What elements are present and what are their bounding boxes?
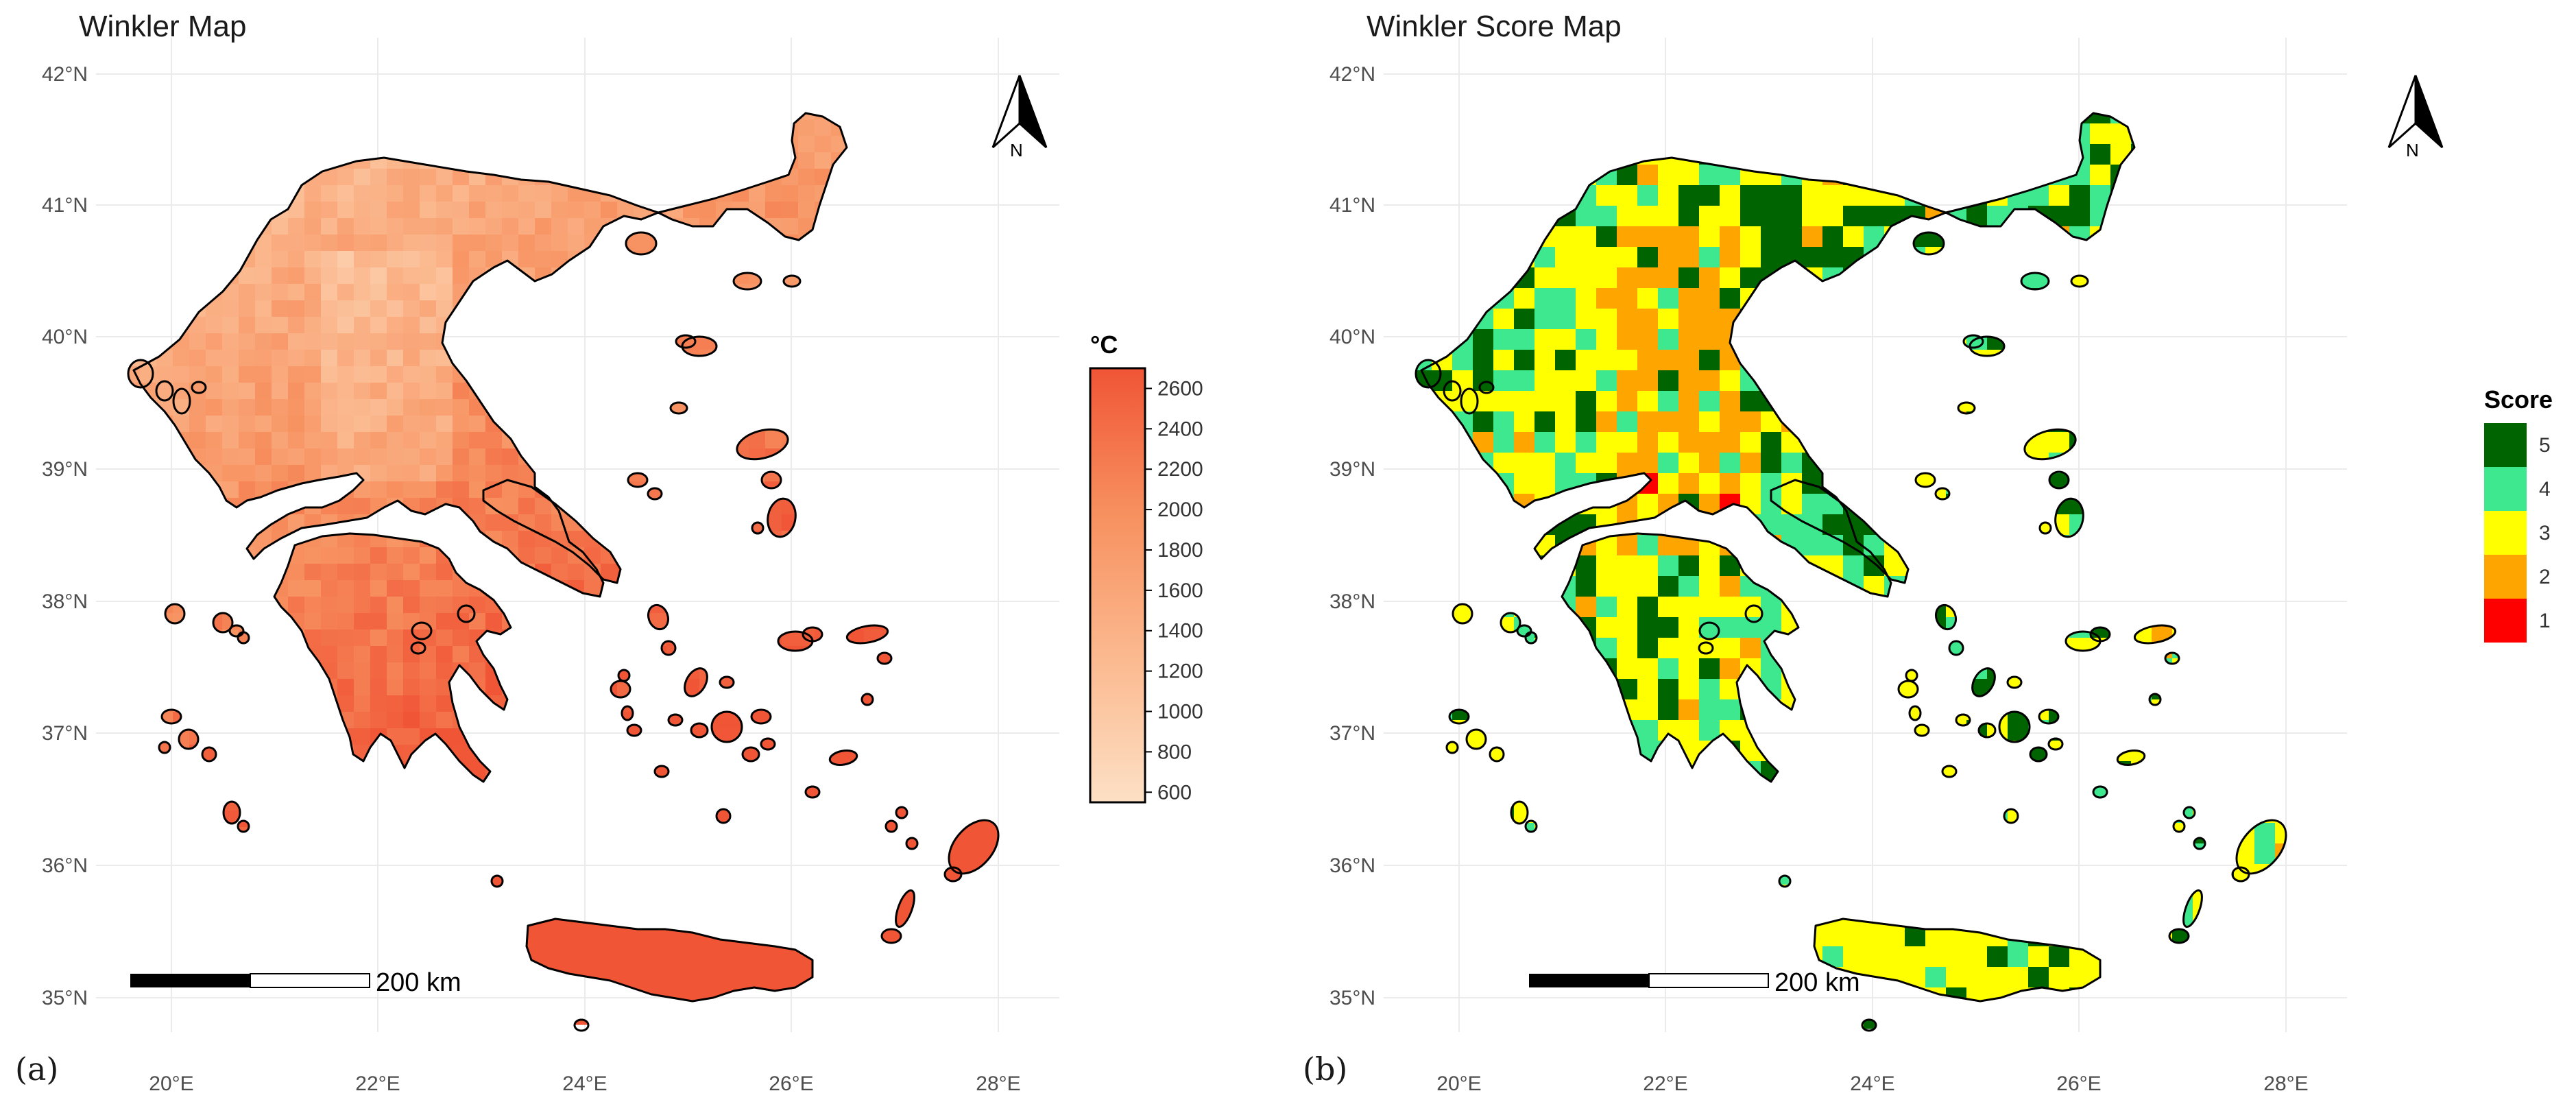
- latitude-label: 35°N: [42, 987, 88, 1009]
- latitude-label: 41°N: [42, 194, 88, 217]
- longitude-label: 24°E: [1850, 1072, 1894, 1095]
- latitude-label: 40°N: [42, 326, 88, 348]
- legend-item-label: 3: [2539, 522, 2551, 544]
- legend: Score 5 4 3 2 1: [2484, 385, 2553, 643]
- longitude-label: 22°E: [1643, 1072, 1687, 1095]
- scale-bar-white-segment: [250, 974, 370, 987]
- panel-title: Winkler Map: [79, 10, 247, 44]
- latitude-label: 37°N: [42, 722, 88, 745]
- colorbar: [1090, 368, 1145, 802]
- colorbar-tick-label: 1600: [1157, 579, 1203, 602]
- legend-title: Score: [2484, 385, 2553, 413]
- greece-landmass: [1411, 103, 2317, 1031]
- scale-bar-white-segment: [1649, 974, 1768, 987]
- colorbar-tick-label: 800: [1157, 741, 1192, 763]
- latitude-label: 42°N: [1329, 63, 1375, 86]
- latitude-label: 40°N: [1329, 326, 1375, 348]
- legend-item-label: 5: [2539, 434, 2551, 457]
- map-canvas: 42°N 41°N 40°N 39°N 38°N 37°N 36°N 35°N 20°E 22°…: [0, 0, 1288, 1112]
- longitude-label: 20°E: [1436, 1072, 1481, 1095]
- legend-title: °C: [1090, 331, 1118, 359]
- latitude-label: 38°N: [42, 590, 88, 613]
- latitude-label: 37°N: [1329, 722, 1375, 745]
- legend-item-label: 1: [2539, 610, 2551, 632]
- latitude-label: 39°N: [1329, 458, 1375, 481]
- colorbar-tick-label: 1000: [1157, 701, 1203, 723]
- latitude-labels: 42°N 41°N 40°N 39°N 38°N 37°N 36°N 35°N: [1329, 63, 1375, 1009]
- latitude-label: 36°N: [42, 854, 88, 877]
- legend-item-label: 2: [2539, 566, 2551, 588]
- legend-swatch: [2484, 423, 2527, 467]
- greece-landmass: [123, 103, 1029, 1031]
- longitude-label: 28°E: [976, 1072, 1020, 1095]
- legend-items: 5 4 3 2 1: [2484, 423, 2551, 643]
- colorbar-tick-label: 2600: [1157, 377, 1203, 400]
- legend-item-label: 4: [2539, 478, 2551, 501]
- north-arrow-label: N: [2406, 140, 2419, 160]
- scale-bar-black-segment: [1529, 974, 1649, 987]
- legend-swatch: [2484, 599, 2527, 643]
- colorbar-tick-label: 1200: [1157, 660, 1203, 683]
- longitude-label: 22°E: [355, 1072, 400, 1095]
- colorbar-tick-label: 2400: [1157, 418, 1203, 440]
- longitude-label: 28°E: [2263, 1072, 2308, 1095]
- colorbar-tick-label: 600: [1157, 781, 1192, 804]
- scale-bar-black-segment: [130, 974, 250, 987]
- panel-letter: (a): [15, 1051, 58, 1088]
- colorbar-ticks: 2600 2400 2200 2000 1800 1600 1400 1200 1000 800 6…: [1145, 377, 1203, 804]
- longitude-label: 24°E: [562, 1072, 607, 1095]
- panel-winkler-map: Winkler Map 42°N 41°N 40°N 39°N 38°N 37°N 36°N…: [0, 0, 1288, 1112]
- panel-winkler-score-map: Winkler Score Map 42°N 41°N 40°N 39°N 38°N 37…: [1288, 0, 2575, 1112]
- scale-bar: 200 km: [130, 968, 461, 997]
- longitude-labels: 20°E 22°E 24°E 26°E 28°E: [149, 1072, 1020, 1095]
- latitude-label: 42°N: [42, 63, 88, 86]
- latitude-label: 36°N: [1329, 854, 1375, 877]
- legend-swatch: [2484, 555, 2527, 599]
- panel-title: Winkler Score Map: [1367, 10, 1622, 44]
- longitude-labels: 20°E 22°E 24°E 26°E 28°E: [1436, 1072, 2308, 1095]
- scale-bar-label: 200 km: [376, 968, 461, 997]
- colorbar-tick-label: 1400: [1157, 620, 1203, 643]
- north-arrow-label: N: [1010, 140, 1023, 160]
- latitude-labels: 42°N 41°N 40°N 39°N 38°N 37°N 36°N 35°N: [42, 63, 88, 1009]
- legend: °C 2600 2400 2200 2000 1800 1600 1400 1200 1000 8…: [1090, 331, 1203, 804]
- colorbar-tick-label: 2000: [1157, 499, 1203, 521]
- latitude-label: 41°N: [1329, 194, 1375, 217]
- legend-swatch: [2484, 467, 2527, 511]
- longitude-label: 26°E: [769, 1072, 813, 1095]
- colorbar-tick-label: 1800: [1157, 539, 1203, 562]
- legend-swatch: [2484, 511, 2527, 555]
- latitude-label: 38°N: [1329, 590, 1375, 613]
- scale-bar-label: 200 km: [1774, 968, 1860, 997]
- scale-bar: 200 km: [1529, 968, 1860, 997]
- map-canvas: 42°N 41°N 40°N 39°N 38°N 37°N 36°N 35°N 20°E 22°…: [1288, 0, 2575, 1112]
- longitude-label: 20°E: [149, 1072, 193, 1095]
- colorbar-tick-label: 2200: [1157, 458, 1203, 481]
- panel-letter: (b): [1303, 1051, 1347, 1088]
- north-arrow-icon: N: [2389, 75, 2442, 160]
- longitude-label: 26°E: [2056, 1072, 2101, 1095]
- latitude-label: 35°N: [1329, 987, 1375, 1009]
- latitude-label: 39°N: [42, 458, 88, 481]
- north-arrow-icon: N: [993, 75, 1046, 160]
